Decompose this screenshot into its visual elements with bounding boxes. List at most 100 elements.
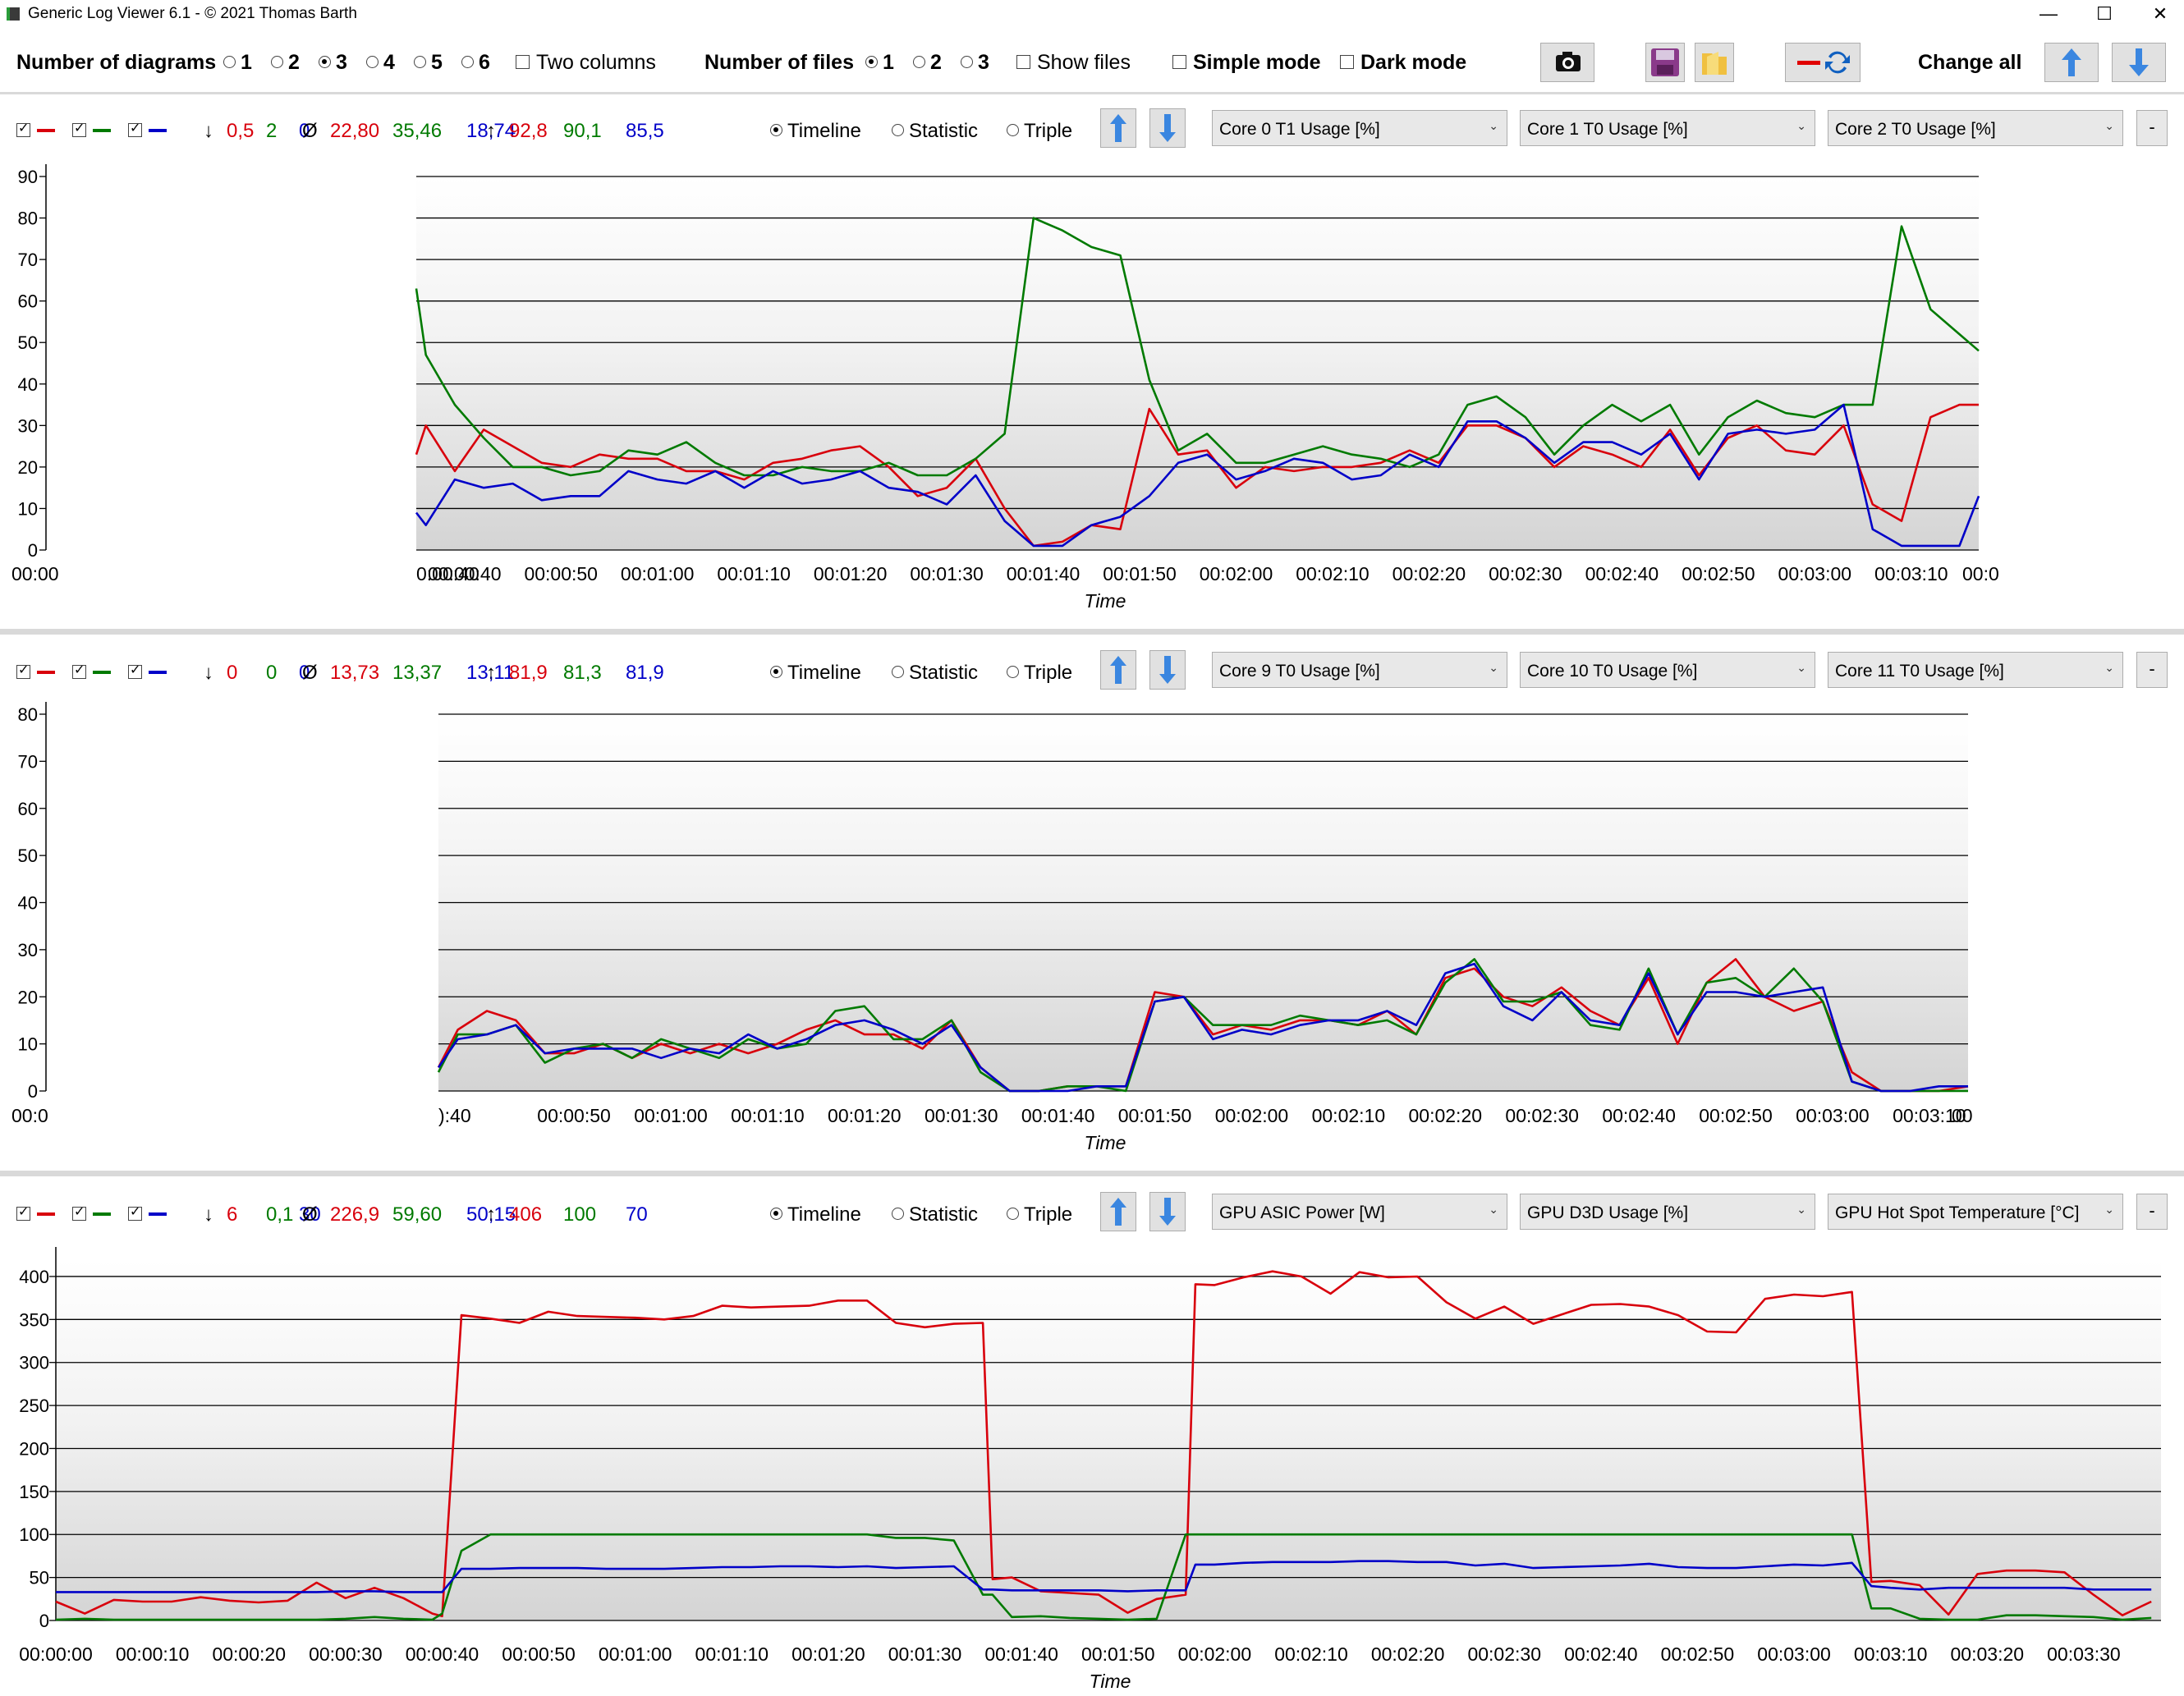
diagram-option-6[interactable]: 6: [461, 51, 490, 75]
two-columns-checkbox[interactable]: Two columns: [516, 51, 656, 75]
move-all-up-button[interactable]: [2044, 43, 2099, 82]
radio-selected-icon[interactable]: [770, 124, 782, 137]
stat-avg-green: 13,37: [392, 662, 443, 684]
dark-mode-checkbox[interactable]: Dark mode: [1340, 51, 1466, 75]
series-toggle-green[interactable]: [72, 662, 111, 685]
radio-icon[interactable]: [892, 1208, 904, 1221]
radio-icon[interactable]: [1007, 666, 1019, 679]
series-toggle-red[interactable]: [16, 662, 55, 685]
save-button[interactable]: [1645, 43, 1685, 82]
checkbox-checked-icon[interactable]: [16, 120, 30, 138]
move-all-down-button[interactable]: [2112, 43, 2166, 82]
checkbox-checked-icon[interactable]: [16, 1203, 30, 1222]
close-button[interactable]: ✕: [2152, 3, 2168, 24]
checkbox-icon[interactable]: [1340, 54, 1354, 69]
checkbox-icon[interactable]: [1172, 54, 1186, 69]
checkbox-checked-icon[interactable]: [128, 1203, 142, 1222]
x-tick-label: 00:02:50: [1682, 563, 1755, 584]
radio-icon[interactable]: [892, 666, 904, 679]
sensor-select-2[interactable]: GPU D3D Usage [%] ⌄: [1520, 1194, 1815, 1230]
radio-icon[interactable]: [366, 55, 379, 68]
sensor-select-2[interactable]: Core 1 T0 Usage [%] ⌄: [1520, 110, 1815, 146]
sensor-select-2[interactable]: Core 10 T0 Usage [%] ⌄: [1520, 652, 1815, 688]
radio-selected-icon[interactable]: [319, 55, 331, 68]
mode-statistic-radio[interactable]: Statistic: [892, 120, 978, 143]
radio-selected-icon[interactable]: [770, 666, 782, 679]
mode-statistic-radio[interactable]: Statistic: [892, 1203, 978, 1226]
mode-timeline-radio[interactable]: Timeline: [770, 120, 861, 143]
mode-triple-radio[interactable]: Triple: [1007, 120, 1072, 143]
radio-icon[interactable]: [414, 55, 426, 68]
radio-icon[interactable]: [892, 124, 904, 137]
arrow-down-icon: [1159, 1198, 1176, 1226]
sensor-select-1[interactable]: Core 9 T0 Usage [%] ⌄: [1212, 652, 1507, 688]
series-toggle-red[interactable]: [16, 1203, 55, 1226]
radio-icon[interactable]: [271, 55, 283, 68]
sensor-select-3[interactable]: Core 2 T0 Usage [%] ⌄: [1828, 110, 2123, 146]
maximize-button[interactable]: ☐: [2096, 3, 2113, 24]
y-tick-label: 80: [18, 704, 38, 725]
checkbox-icon[interactable]: [1016, 54, 1030, 69]
mode-triple-radio[interactable]: Triple: [1007, 662, 1072, 685]
radio-icon[interactable]: [1007, 124, 1019, 137]
mode-timeline-radio[interactable]: Timeline: [770, 1203, 861, 1226]
checkbox-icon[interactable]: [516, 54, 530, 69]
x-tick-label: 00:01:40: [1021, 1105, 1095, 1126]
swap-colors-button[interactable]: [1785, 43, 1861, 82]
x-tick-label: 00:02:00: [1200, 563, 1273, 584]
panel-move-up-button[interactable]: [1100, 650, 1136, 690]
series-toggle-green[interactable]: [72, 1203, 111, 1226]
mode-triple-radio[interactable]: Triple: [1007, 1203, 1072, 1226]
x-tick-label: 00:02:40: [1564, 1643, 1638, 1665]
checkbox-checked-icon[interactable]: [72, 1203, 86, 1222]
radio-icon[interactable]: [913, 55, 925, 68]
simple-mode-checkbox[interactable]: Simple mode: [1172, 51, 1321, 75]
checkbox-checked-icon[interactable]: [72, 662, 86, 680]
sensor-select-3[interactable]: Core 11 T0 Usage [%] ⌄: [1828, 652, 2123, 688]
remove-panel-button[interactable]: -: [2136, 1194, 2168, 1230]
series-toggle-blue[interactable]: [128, 1203, 167, 1226]
x-tick-label: 00:01:10: [731, 1105, 805, 1126]
mode-timeline-radio[interactable]: Timeline: [770, 662, 861, 685]
remove-panel-button[interactable]: -: [2136, 652, 2168, 688]
show-files-checkbox[interactable]: Show files: [1016, 51, 1131, 75]
series-toggle-green[interactable]: [72, 120, 111, 143]
app-icon: [7, 7, 20, 21]
sensor-select-1[interactable]: Core 0 T1 Usage [%] ⌄: [1212, 110, 1507, 146]
remove-panel-button[interactable]: -: [2136, 110, 2168, 146]
radio-selected-icon[interactable]: [770, 1208, 782, 1221]
diagram-option-2[interactable]: 2: [271, 51, 300, 75]
file-option-3[interactable]: 3: [961, 51, 989, 75]
checkbox-checked-icon[interactable]: [16, 662, 30, 680]
checkbox-checked-icon[interactable]: [128, 120, 142, 138]
radio-icon[interactable]: [223, 55, 236, 68]
radio-icon[interactable]: [1007, 1208, 1019, 1221]
series-toggle-red[interactable]: [16, 120, 55, 143]
panel-move-up-button[interactable]: [1100, 108, 1136, 148]
file-option-2[interactable]: 2: [913, 51, 942, 75]
minimize-button[interactable]: —: [2039, 3, 2058, 24]
series-toggle-blue[interactable]: [128, 662, 167, 685]
file-option-1[interactable]: 1: [865, 51, 894, 75]
radio-icon[interactable]: [461, 55, 474, 68]
diagram-option-1[interactable]: 1: [223, 51, 252, 75]
sensor-select-3[interactable]: GPU Hot Spot Temperature [°C] ⌄: [1828, 1194, 2123, 1230]
panel-move-down-button[interactable]: [1149, 1192, 1186, 1231]
screenshot-button[interactable]: [1540, 43, 1594, 82]
x-tick-label: 00:01:40: [984, 1643, 1058, 1665]
checkbox-checked-icon[interactable]: [128, 662, 142, 680]
mode-statistic-radio[interactable]: Statistic: [892, 662, 978, 685]
diagram-option-5[interactable]: 5: [414, 51, 443, 75]
panel-move-down-button[interactable]: [1149, 650, 1186, 690]
radio-icon[interactable]: [961, 55, 973, 68]
panel-move-down-button[interactable]: [1149, 108, 1186, 148]
open-button[interactable]: [1695, 43, 1734, 82]
diagram-option-4[interactable]: 4: [366, 51, 395, 75]
sensor-select-1[interactable]: GPU ASIC Power [W] ⌄: [1212, 1194, 1507, 1230]
panel-move-up-button[interactable]: [1100, 1192, 1136, 1231]
radio-selected-icon[interactable]: [865, 55, 878, 68]
series-toggle-blue[interactable]: [128, 120, 167, 143]
checkbox-checked-icon[interactable]: [72, 120, 86, 138]
diagram-option-3[interactable]: 3: [319, 51, 347, 75]
